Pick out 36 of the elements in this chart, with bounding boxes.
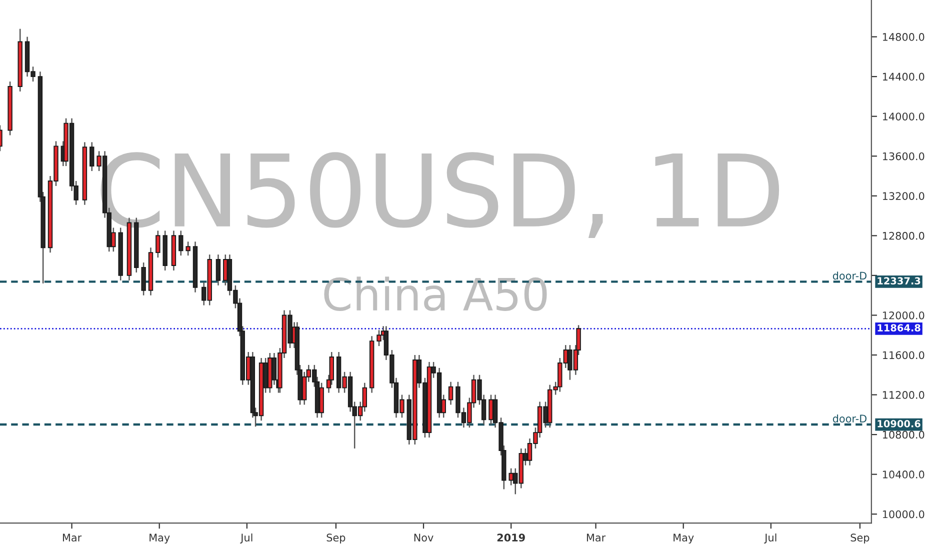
y-tick-label: 14800.0 — [882, 33, 924, 41]
y-tick-label: 10000.0 — [882, 510, 924, 518]
candlestick — [376, 330, 382, 347]
y-tick-label: 13600.0 — [882, 152, 924, 160]
x-tick-label: Jul — [764, 533, 776, 544]
ref-line-label: 11864.8 — [878, 324, 920, 332]
y-tick-label: 12800.0 — [882, 232, 924, 240]
x-tick-label: Jul — [240, 533, 252, 544]
y-tick-label: 11200.0 — [882, 391, 924, 399]
x-tick-label: 2019 — [497, 534, 525, 542]
candlestick — [488, 394, 494, 426]
candlestick — [90, 142, 94, 172]
y-tick-label: 11600.0 — [882, 351, 924, 360]
x-tick-label: Nov — [414, 534, 434, 542]
y-tick-label: 13200.0 — [882, 192, 924, 200]
y-tick-label: 12000.0 — [882, 311, 924, 320]
candlestick — [186, 241, 190, 256]
text: China A50 — [324, 276, 547, 312]
x-tick-label: Mar — [586, 534, 606, 542]
annotation: door-D — [832, 414, 866, 423]
x-tick-label: Sep — [326, 534, 346, 544]
y-tick-label: 14000.0 — [882, 112, 924, 120]
x-tick-label: May — [150, 534, 170, 544]
ref-line-label: 12337.3 — [878, 277, 920, 284]
candlestick — [448, 381, 454, 406]
candlestick — [508, 468, 514, 486]
x-tick-label: May — [674, 534, 694, 544]
y-tick-label: 14400.0 — [882, 72, 924, 81]
candlestick — [141, 262, 146, 296]
ref-line-label: 10900.6 — [878, 420, 920, 428]
x-tick-label: Mar — [62, 534, 82, 542]
y-tick-label: 10800.0 — [882, 430, 924, 439]
y-tick-label: 10400.0 — [882, 470, 924, 478]
candlestick — [216, 254, 221, 286]
annotation: door-D — [832, 272, 866, 280]
x-tick-label: Sep — [850, 534, 870, 544]
